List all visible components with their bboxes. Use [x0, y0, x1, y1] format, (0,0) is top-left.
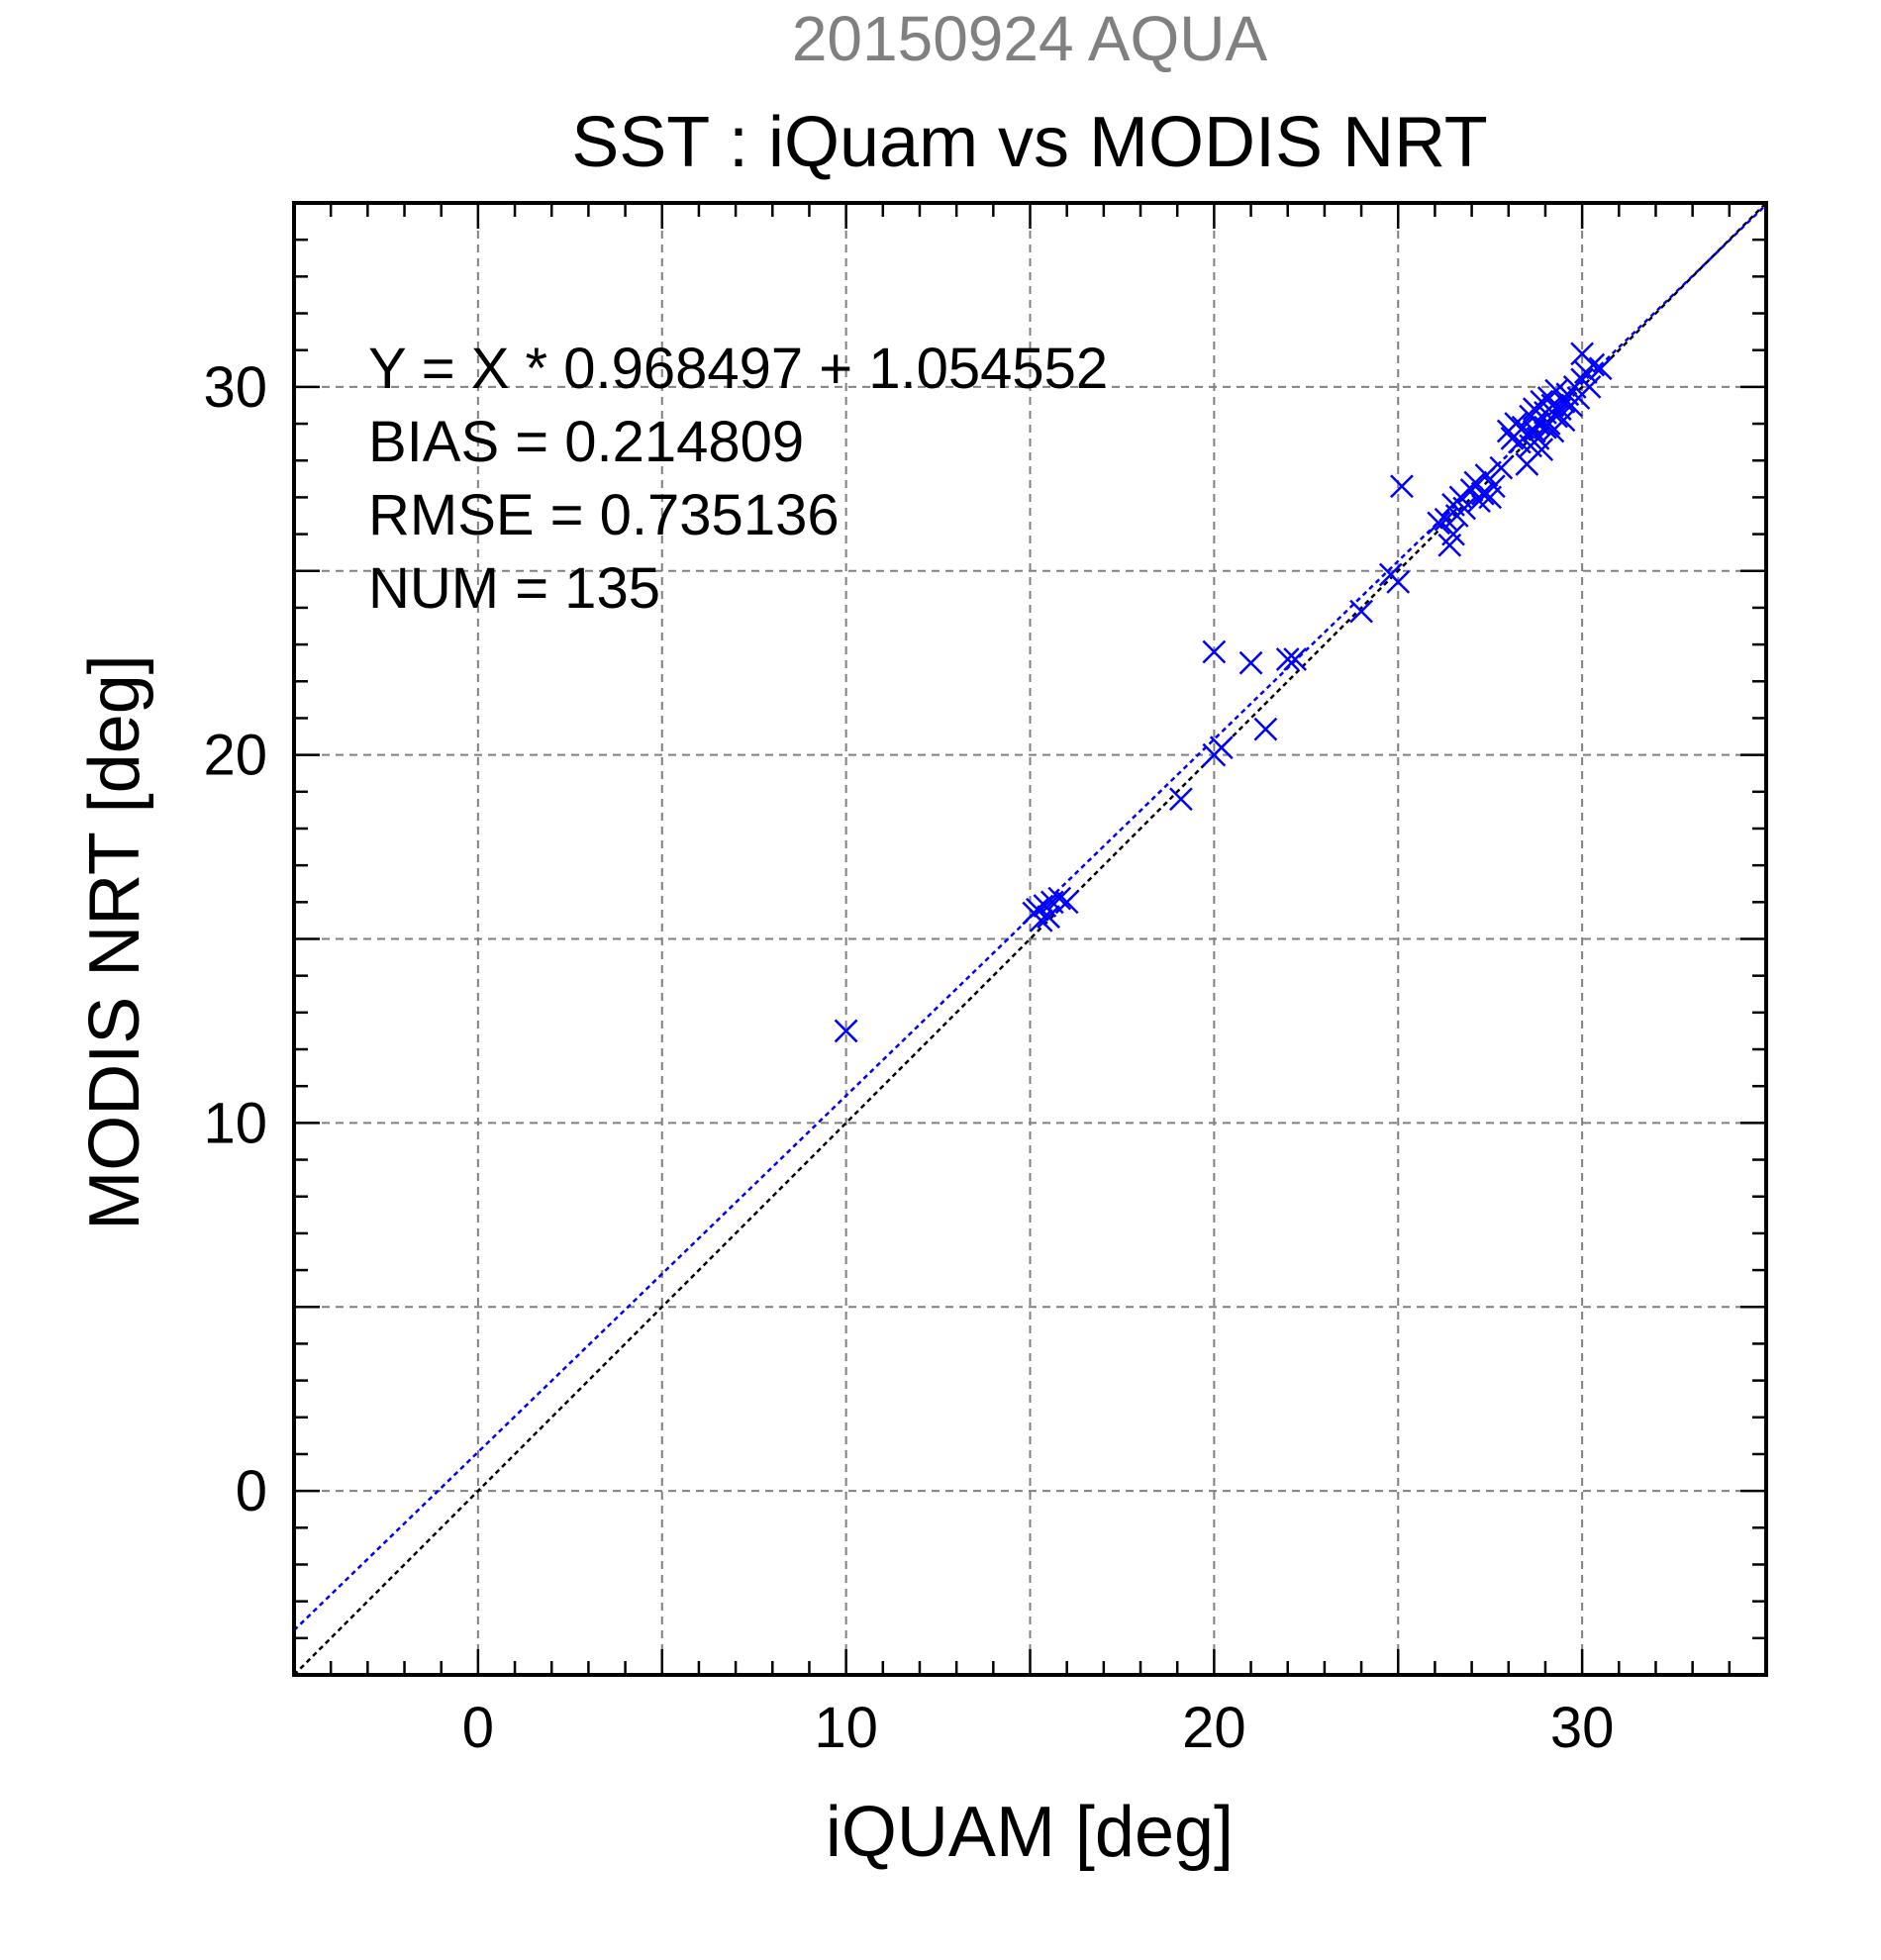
data-point: [1037, 905, 1060, 930]
data-point: [1551, 389, 1576, 414]
x-axis-label: iQUAM [deg]: [826, 1793, 1234, 1872]
y-tick-label: 30: [203, 355, 267, 420]
data-point: [1530, 438, 1554, 461]
x-tick-label: 10: [814, 1696, 878, 1760]
stats-bias: BIAS = 0.214809: [368, 410, 804, 474]
tick-labels: 0 10 20 30 0 10 20 30: [203, 355, 1614, 1760]
stats-fit-equation: Y = X * 0.968497 + 1.054552: [368, 337, 1108, 401]
stats-box: Y = X * 0.968497 + 1.054552 BIAS = 0.214…: [368, 337, 1108, 621]
data-point: [1202, 639, 1227, 664]
data-point: [1390, 474, 1414, 499]
plot-frame: [292, 201, 1768, 1677]
data-point: [1386, 570, 1411, 594]
y-tick-label: 10: [203, 1091, 267, 1155]
stats-rmse: RMSE = 0.735136: [368, 483, 840, 547]
x-tick-label: 30: [1550, 1696, 1615, 1760]
data-points: [834, 342, 1613, 1043]
data-point: [1283, 647, 1308, 671]
chart-subtitle: 20150924 AQUA: [792, 3, 1268, 74]
x-tick-label: 0: [462, 1696, 494, 1760]
data-point: [1275, 647, 1300, 671]
data-point: [1427, 511, 1451, 536]
data-point: [1441, 522, 1465, 546]
data-point: [1253, 717, 1278, 741]
data-point: [1209, 735, 1234, 760]
data-point: [1489, 455, 1514, 480]
data-point: [1544, 404, 1568, 429]
data-point: [1054, 890, 1079, 915]
data-point: [1526, 412, 1550, 436]
grid-lines: [294, 203, 1766, 1675]
data-point: [1474, 463, 1499, 487]
data-point: [1470, 481, 1495, 506]
data-point: [1238, 650, 1263, 675]
data-point: [1588, 356, 1613, 381]
x-tick-label: 20: [1182, 1696, 1246, 1760]
data-point: [1577, 374, 1602, 399]
stats-num: NUM = 135: [368, 556, 660, 621]
y-tick-label: 20: [203, 724, 267, 788]
data-point: [1551, 408, 1576, 433]
data-point: [1581, 352, 1606, 377]
data-point: [834, 1019, 858, 1043]
data-point: [1169, 787, 1193, 812]
data-point: [1452, 496, 1477, 521]
chart-title: SST : iQuam vs MODIS NRT: [571, 103, 1488, 182]
y-tick-label: 0: [236, 1459, 267, 1523]
data-point: [1349, 599, 1373, 624]
y-axis-label: MODIS NRT [deg]: [75, 654, 154, 1230]
data-point: [1482, 474, 1506, 499]
data-point: [1026, 897, 1049, 922]
data-point: [1047, 886, 1072, 911]
